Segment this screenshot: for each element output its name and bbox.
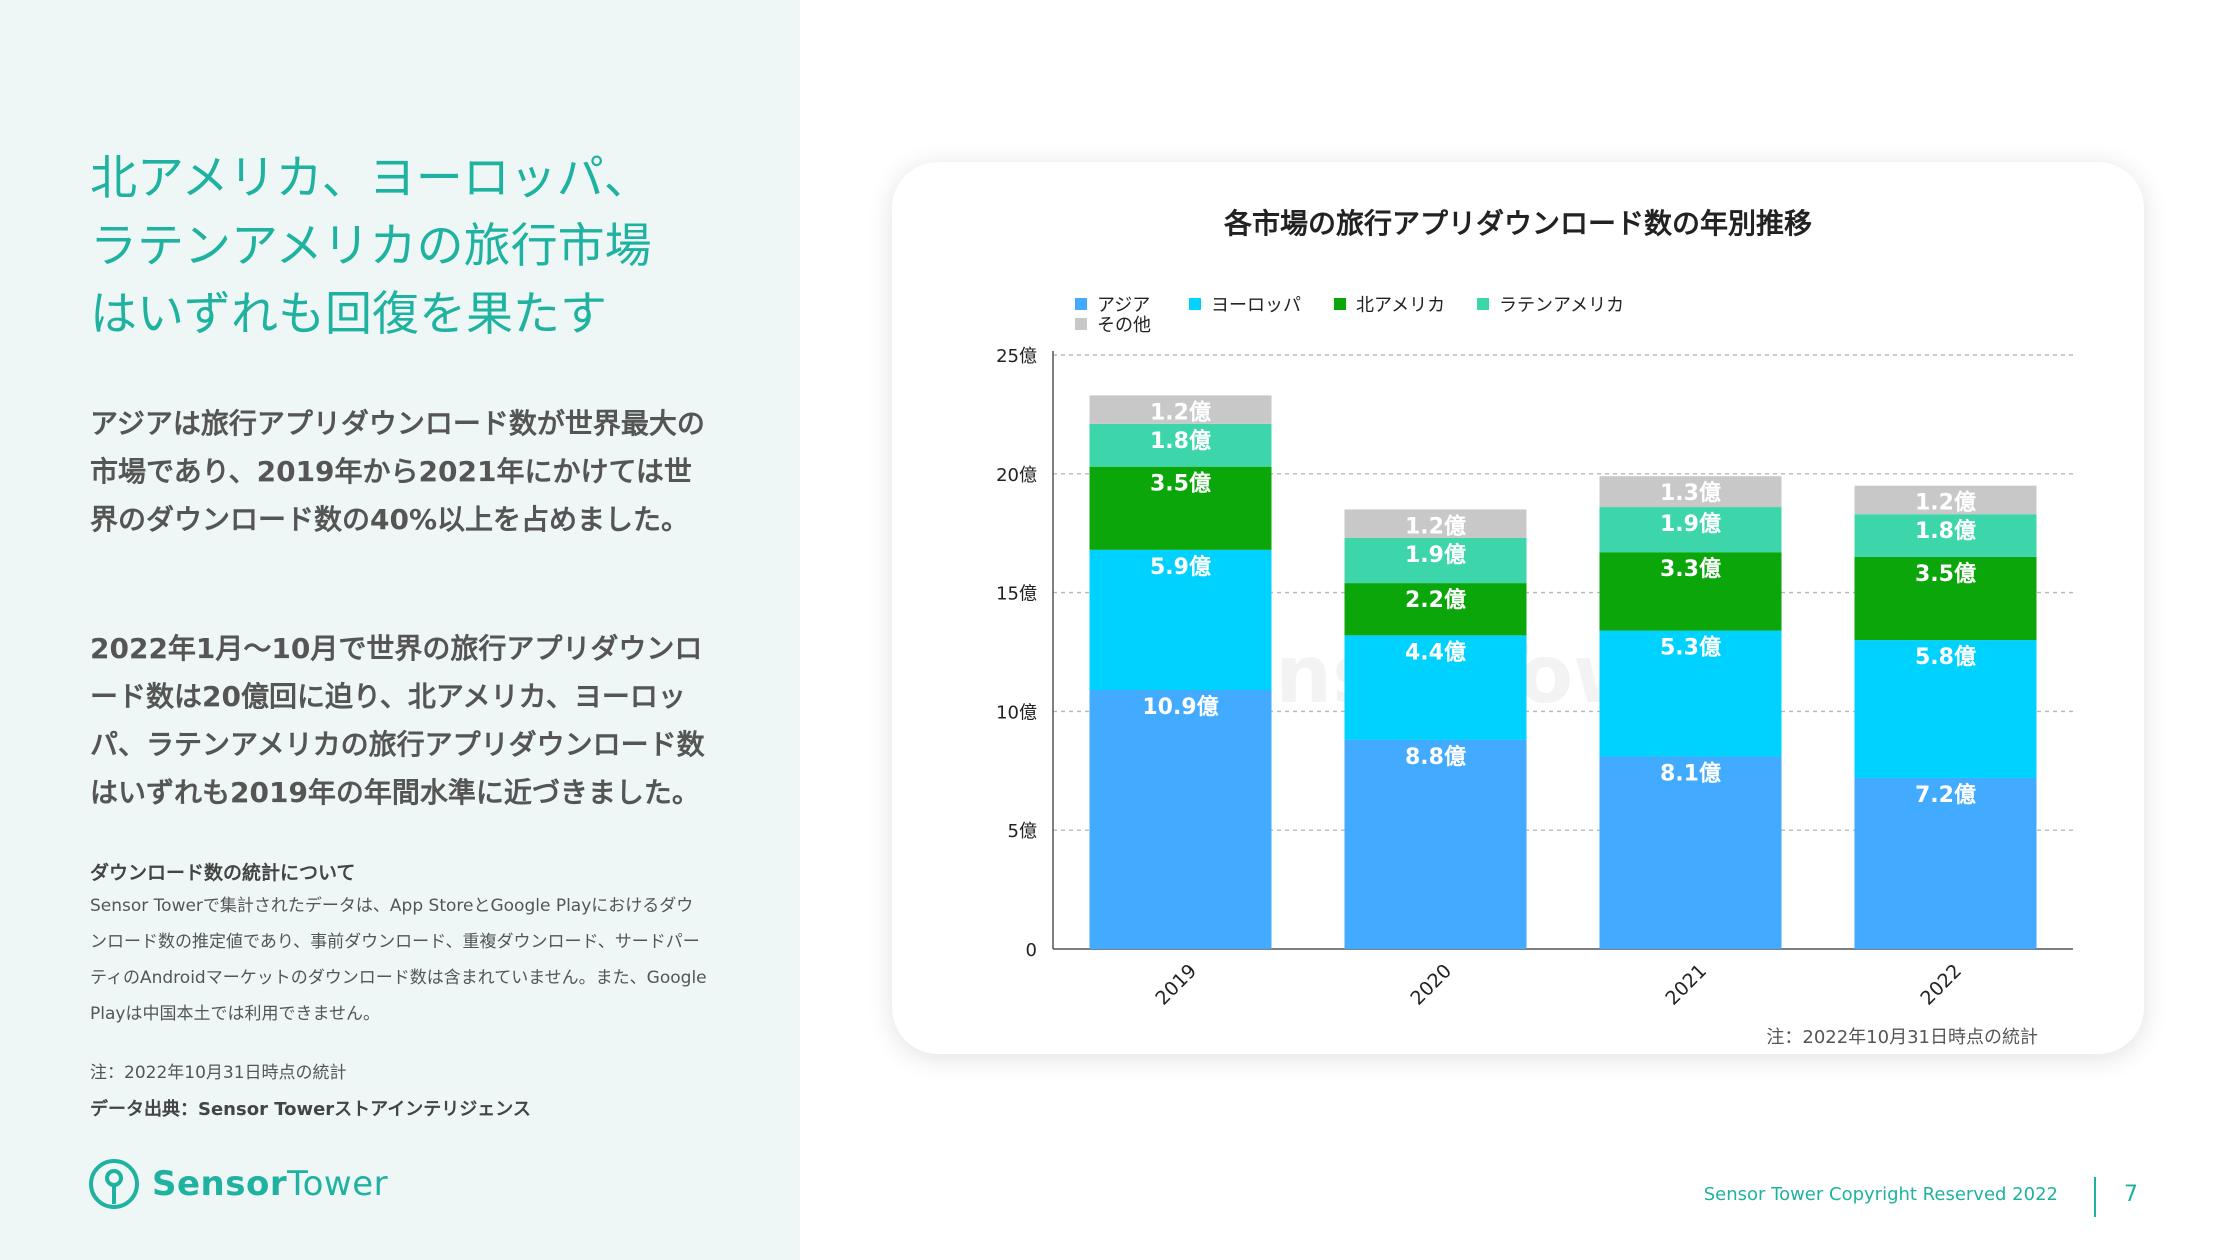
x-tick-label: 2021 <box>1661 960 1711 1010</box>
legend-label: アジア <box>1097 295 1150 316</box>
left-panel: 北アメリカ、ヨーロッパ、 ラテンアメリカの旅行市場 はいずれも回復を果たす アジ… <box>0 0 800 1260</box>
legend-swatch <box>1477 298 1489 310</box>
bar-segment <box>1344 739 1527 949</box>
data-label: 1.2億 <box>1915 490 1976 516</box>
bar-segment <box>1344 509 1527 538</box>
x-tick-label: 2022 <box>1916 960 1966 1010</box>
data-label: 5.8億 <box>1915 644 1976 670</box>
x-tick-label: 2020 <box>1406 960 1456 1010</box>
chart-card: 各市場の旅行アプリダウンロード数の年別推移SensorTower05億10億15… <box>892 162 2144 1054</box>
legend-label: ヨーロッパ <box>1211 295 1301 316</box>
legend-label: ラテンアメリカ <box>1499 295 1624 316</box>
logo-text: SensorTower <box>152 1164 388 1204</box>
legend-swatch <box>1075 318 1087 330</box>
legend-swatch <box>1075 298 1087 310</box>
data-label: 1.9億 <box>1660 511 1721 537</box>
data-label: 1.8億 <box>1150 428 1211 454</box>
headline-line: 北アメリカ、ヨーロッパ、 <box>90 151 651 206</box>
note-text: Sensor Towerで集計されたデータは、App StoreとGoogle … <box>90 896 707 1024</box>
data-label: 5.3億 <box>1660 635 1721 661</box>
y-tick-label: 25億 <box>996 346 1037 367</box>
note-title: ダウンロード数の統計について <box>90 862 356 884</box>
sensor-tower-logo: SensorTower <box>88 1158 388 1210</box>
data-label: 3.3億 <box>1660 556 1721 582</box>
data-label: 3.5億 <box>1915 561 1976 587</box>
bar-segment <box>1089 423 1272 467</box>
stacked-bar-chart: 各市場の旅行アプリダウンロード数の年別推移SensorTower05億10億15… <box>996 207 2073 1048</box>
bar-segment <box>1089 466 1272 550</box>
footnote: 注：2022年10月31日時点の統計 <box>90 1063 347 1083</box>
bar-segment <box>1599 476 1782 508</box>
bar-segment <box>1344 635 1527 740</box>
headline-line: ラテンアメリカの旅行市場 <box>90 219 652 274</box>
data-label: 2.2億 <box>1405 587 1466 613</box>
paragraph-2022: 2022年1月～10月で世界の旅行アプリダウンロード数は20億回に迫り、北アメリ… <box>90 632 705 809</box>
logo-icon <box>89 1159 139 1209</box>
bar-segment <box>1599 756 1782 949</box>
y-tick-label: 0 <box>1026 940 1037 961</box>
data-label: 1.8億 <box>1915 518 1976 544</box>
bar-segment <box>1089 549 1272 691</box>
legend-swatch <box>1189 298 1201 310</box>
bar-segment <box>1599 507 1782 553</box>
data-label: 1.9億 <box>1405 542 1466 568</box>
data-label: 3.5億 <box>1150 471 1211 497</box>
bar-segment <box>1599 630 1782 757</box>
bar-segment <box>1854 640 2037 778</box>
footer-divider <box>2094 1177 2096 1217</box>
y-tick-label: 10億 <box>996 702 1037 723</box>
bar-segment <box>1344 583 1527 636</box>
data-source: データ出典：Sensor Towerストアインテリジェンス <box>90 1099 531 1120</box>
legend-swatch <box>1334 298 1346 310</box>
y-tick-label: 15億 <box>996 584 1037 605</box>
bar-segment <box>1089 395 1272 424</box>
data-label: 5.9億 <box>1150 554 1211 580</box>
headline-line: はいずれも回復を果たす <box>90 287 607 342</box>
bar-segment <box>1599 552 1782 631</box>
data-label: 8.8億 <box>1405 744 1466 770</box>
bar-segment <box>1344 537 1527 584</box>
data-label: 1.2億 <box>1150 399 1211 425</box>
page-number: 7 <box>2124 1182 2138 1207</box>
bar-segment <box>1854 514 2037 557</box>
chart-title: 各市場の旅行アプリダウンロード数の年別推移 <box>1223 207 1812 240</box>
bar-segment <box>1089 690 1272 949</box>
bar-segment <box>1854 556 2037 641</box>
legend-label: その他 <box>1097 315 1151 336</box>
headline: 北アメリカ、ヨーロッパ、 ラテンアメリカの旅行市場 はいずれも回復を果たす <box>90 145 770 349</box>
data-label: 8.1億 <box>1660 761 1721 787</box>
logo-brand-light: Tower <box>287 1164 389 1204</box>
x-tick-label: 2019 <box>1151 960 1201 1010</box>
legend-label: 北アメリカ <box>1356 295 1445 316</box>
data-label: 1.2億 <box>1405 513 1466 539</box>
y-tick-label: 5億 <box>1008 821 1037 842</box>
bar-segment <box>1854 777 2037 949</box>
data-label: 7.2億 <box>1915 782 1976 808</box>
data-label: 1.3億 <box>1660 480 1721 506</box>
copyright: Sensor Tower Copyright Reserved 2022 <box>1703 1184 2058 1205</box>
bar-segment <box>1854 485 2037 515</box>
paragraph-asia: アジアは旅行アプリダウンロード数が世界最大の市場であり、2019年から2021年… <box>90 407 705 536</box>
chart-annotation: 注：2022年10月31日時点の統計 <box>1766 1027 2038 1048</box>
logo-brand: Sensor <box>152 1164 288 1204</box>
data-label: 10.9億 <box>1142 694 1218 720</box>
y-tick-label: 20億 <box>996 465 1037 486</box>
data-label: 4.4億 <box>1405 639 1466 665</box>
